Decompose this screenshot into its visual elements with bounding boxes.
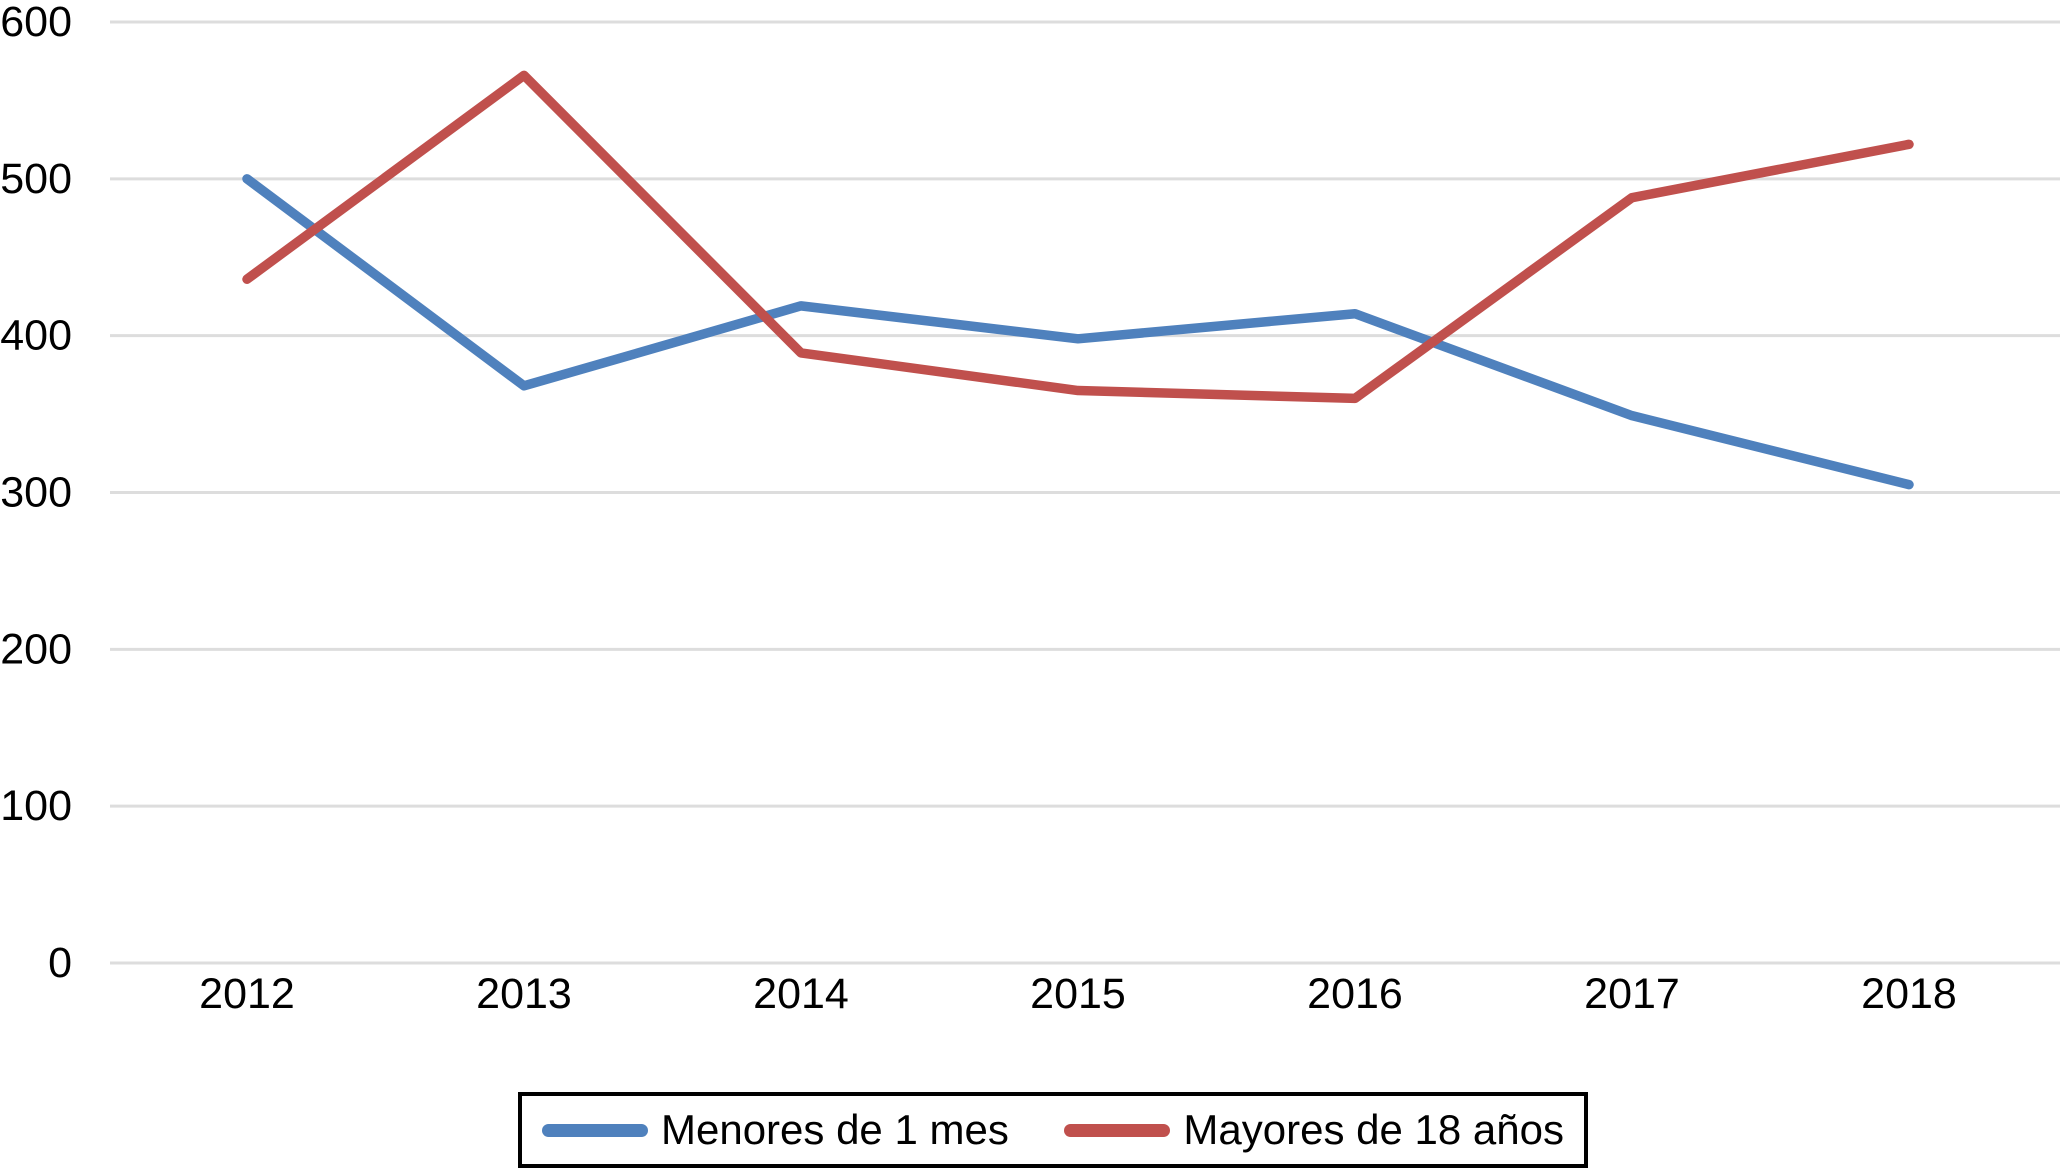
x-tick-label-2014: 2014 [753,970,849,1018]
legend-swatch-mayores [1064,1123,1171,1137]
y-tick-label-600: 600 [0,0,72,46]
y-tick-label-100: 100 [0,782,72,830]
x-tick-label-2017: 2017 [1584,970,1680,1018]
legend-item-menores: Menores de 1 mes [542,1109,1009,1151]
y-tick-label-200: 200 [0,625,72,673]
x-tick-label-2018: 2018 [1861,970,1957,1018]
y-tick-label-400: 400 [0,312,72,360]
x-tick-label-2012: 2012 [199,970,295,1018]
x-tick-label-2015: 2015 [1030,970,1126,1018]
series-line-0 [242,174,1914,490]
x-tick-label-2013: 2013 [476,970,572,1018]
y-tick-label-0: 0 [48,939,72,987]
legend-item-mayores: Mayores de 18 años [1064,1109,1564,1151]
y-tick-label-300: 300 [0,469,72,517]
chart-legend: Menores de 1 mes Mayores de 18 años [518,1092,1588,1168]
x-tick-label-2016: 2016 [1307,970,1403,1018]
y-tick-label-500: 500 [0,155,72,203]
legend-label-menores: Menores de 1 mes [661,1106,1009,1153]
legend-label-mayores: Mayores de 18 años [1183,1106,1564,1153]
series-line-1 [242,70,1914,404]
legend-swatch-menores [542,1123,648,1137]
